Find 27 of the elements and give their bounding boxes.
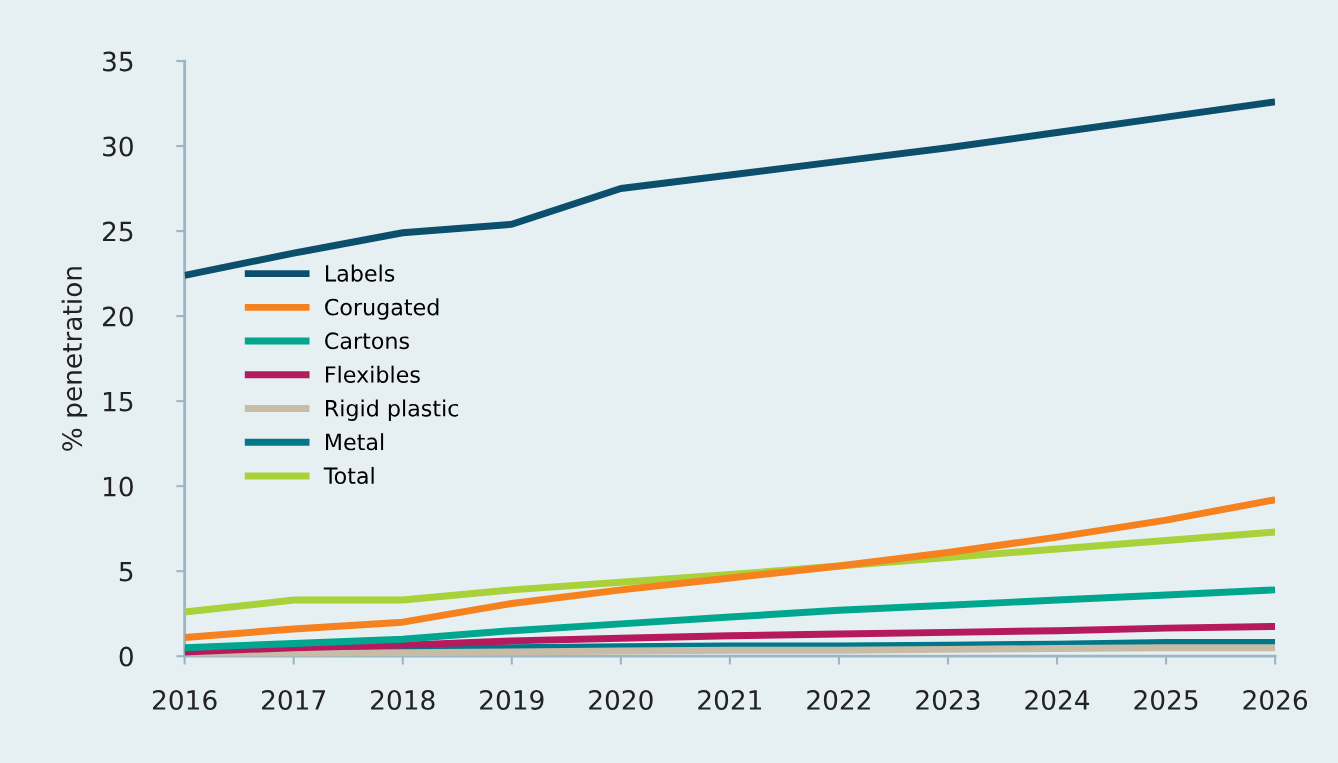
y-tick-label: 10 — [103, 476, 133, 497]
y-tick-label: 0 — [119, 646, 133, 667]
legend-label: Rigid plastic — [326, 399, 459, 421]
x-tick-label: 2024 — [1025, 689, 1090, 710]
x-tick-label: 2019 — [480, 689, 544, 710]
x-tick-label: 2020 — [589, 689, 653, 710]
x-tick-label: 2023 — [916, 689, 980, 710]
x-tick-label: 2026 — [1243, 689, 1308, 710]
legend-label: Flexibles — [326, 365, 420, 383]
y-tick-label: 35 — [103, 51, 133, 72]
x-tick-label: 2025 — [1134, 689, 1198, 710]
x-tick-label: 2022 — [807, 689, 870, 710]
x-tick-label: 2021 — [698, 689, 762, 710]
legend-label: Labels — [326, 264, 395, 282]
y-tick-label: 30 — [103, 136, 133, 157]
legend-label: Corugated — [325, 298, 439, 320]
y-tick-label: 5 — [119, 561, 133, 582]
y-tick-label: 25 — [103, 221, 133, 242]
y-axis-title: % penetration — [61, 267, 88, 451]
legend-label: Metal — [326, 433, 384, 451]
y-tick-label: 20 — [103, 306, 133, 327]
x-tick-label: 2016 — [153, 689, 217, 710]
legend-label: Cartons — [325, 332, 409, 350]
legend-label: Total — [323, 466, 374, 485]
x-tick-label: 2017 — [262, 689, 326, 710]
y-tick-label: 15 — [103, 391, 133, 412]
x-tick-label: 2018 — [371, 689, 435, 710]
